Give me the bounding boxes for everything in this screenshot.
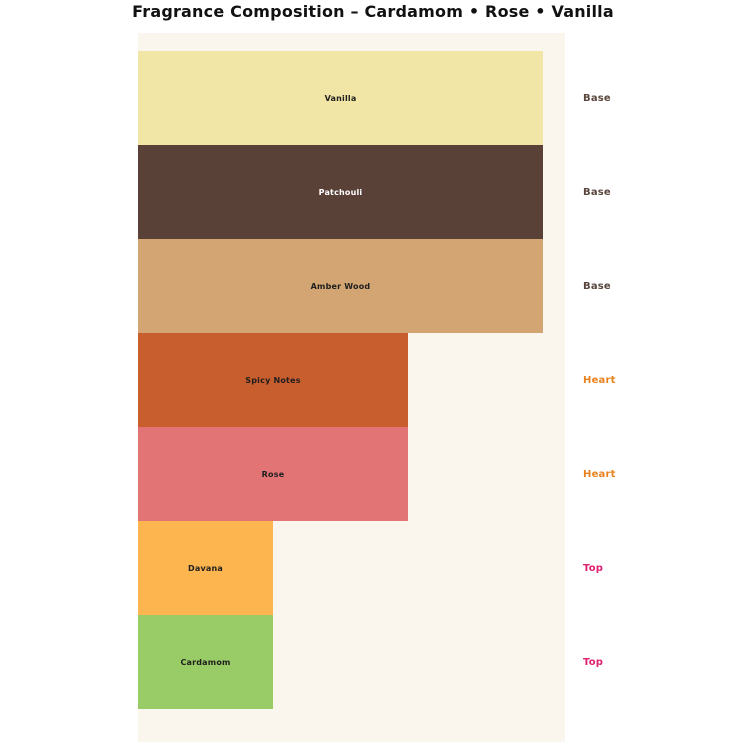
bar-row: Davana xyxy=(138,521,565,615)
chart-plot-area: Vanilla Patchouli Amber Wood Spicy Notes Ros… xyxy=(138,33,565,742)
bar-label: Amber Wood xyxy=(310,281,371,291)
tier-label: Base xyxy=(583,186,611,198)
tier-label: Top xyxy=(583,656,604,668)
bar-label: Cardamom xyxy=(180,657,231,667)
bar-row: Cardamom xyxy=(138,615,565,709)
bar-row: Rose xyxy=(138,427,565,521)
tier-row: Heart xyxy=(583,333,723,427)
tier-row: Heart xyxy=(583,427,723,521)
tier-label: Heart xyxy=(583,374,616,386)
bars-column: Vanilla Patchouli Amber Wood Spicy Notes Ros… xyxy=(138,51,565,709)
bar-cardamom: Cardamom xyxy=(138,615,273,709)
bar-amber-wood: Amber Wood xyxy=(138,239,543,333)
bar-spicy-notes: Spicy Notes xyxy=(138,333,408,427)
tier-row: Base xyxy=(583,239,723,333)
bar-rose: Rose xyxy=(138,427,408,521)
tier-label: Base xyxy=(583,280,611,292)
tier-row: Top xyxy=(583,521,723,615)
bar-label: Davana xyxy=(188,563,223,573)
tier-labels-column: Base Base Base Heart Heart Top Top xyxy=(583,51,723,709)
tier-label: Heart xyxy=(583,468,616,480)
bar-patchouli: Patchouli xyxy=(138,145,543,239)
bar-row: Amber Wood xyxy=(138,239,565,333)
bar-label: Patchouli xyxy=(318,187,363,197)
tier-row: Base xyxy=(583,51,723,145)
bar-row: Vanilla xyxy=(138,51,565,145)
bar-vanilla: Vanilla xyxy=(138,51,543,145)
tier-row: Top xyxy=(583,615,723,709)
bar-label: Spicy Notes xyxy=(245,375,301,385)
bar-label: Rose xyxy=(261,469,285,479)
tier-label: Top xyxy=(583,562,604,574)
bar-row: Patchouli xyxy=(138,145,565,239)
bar-label: Vanilla xyxy=(324,93,357,103)
bar-davana: Davana xyxy=(138,521,273,615)
tier-label: Base xyxy=(583,92,611,104)
bar-row: Spicy Notes xyxy=(138,333,565,427)
chart-title: Fragrance Composition – Cardamom • Rose … xyxy=(132,2,614,21)
tier-row: Base xyxy=(583,145,723,239)
